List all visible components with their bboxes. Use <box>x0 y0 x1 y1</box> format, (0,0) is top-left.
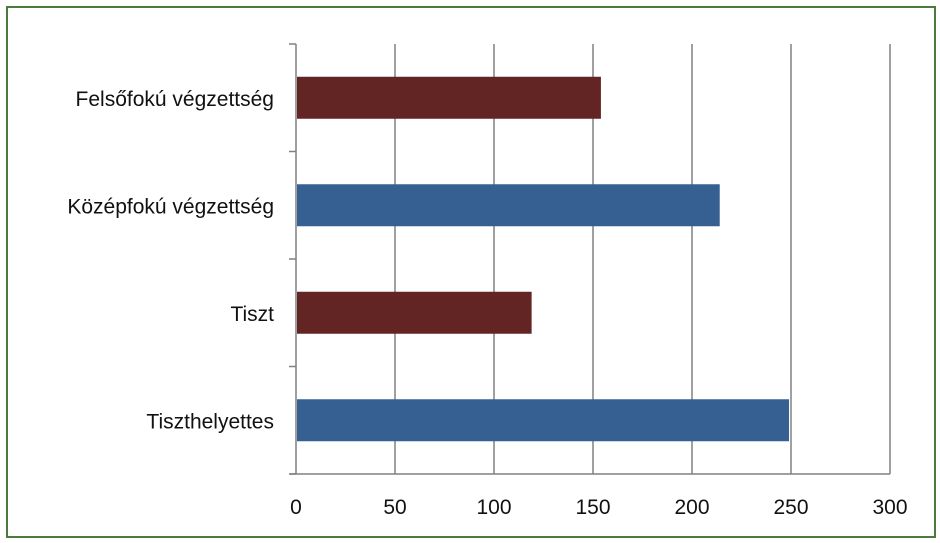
x-tick-label: 50 <box>383 496 406 519</box>
x-tick-label: 300 <box>872 496 907 519</box>
category-label: Tiszt <box>230 303 274 326</box>
x-tick-label: 150 <box>575 496 610 519</box>
category-label: Tiszthelyettes <box>146 410 274 433</box>
bar-1 <box>297 76 601 119</box>
bar-3 <box>297 291 532 334</box>
x-tick-label: 100 <box>476 496 511 519</box>
x-tick-label: 200 <box>674 496 709 519</box>
axes <box>289 43 890 475</box>
category-label: Középfokú végzettség <box>67 195 274 218</box>
x-tick-label: 0 <box>290 496 302 519</box>
bars <box>297 76 790 442</box>
bar-4 <box>297 399 790 442</box>
x-tick-label: 250 <box>773 496 808 519</box>
labels: 0 50 100 150 200 250 300 Felsőfokú végzettség Kö… <box>67 88 907 519</box>
category-label: Felsőfokú végzettség <box>76 88 274 111</box>
bar-2 <box>297 184 720 227</box>
